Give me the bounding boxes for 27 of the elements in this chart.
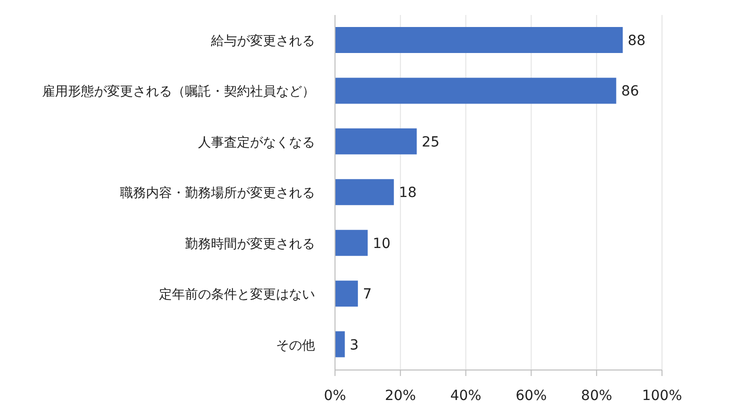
data-label: 3 [350, 337, 359, 354]
x-tick-label: 60% [516, 388, 547, 404]
x-tick-label: 100% [642, 388, 682, 404]
y-tick-label: 給与が変更される [210, 32, 315, 49]
x-tick-label: 40% [450, 388, 482, 404]
y-tick-label: 雇用形態が変更される（嘱託・契約社員など） [42, 84, 315, 100]
bar [335, 230, 368, 256]
x-tick-label: 0% [324, 388, 346, 404]
y-tick-label: その他 [276, 338, 315, 354]
bar [335, 128, 417, 154]
bar [335, 179, 394, 206]
data-label: 10 [372, 236, 391, 252]
data-label: 7 [362, 286, 372, 303]
data-label: 25 [422, 134, 440, 150]
y-tick-label: 勤務時間が変更される [185, 236, 315, 252]
x-tick-label: 80% [581, 388, 612, 404]
bar [335, 331, 345, 358]
y-tick-label: 職務内容・勤務場所が変更される [120, 185, 315, 202]
data-label: 86 [621, 84, 640, 100]
bar [335, 78, 616, 104]
x-tick-label: 20% [384, 388, 416, 404]
data-label: 18 [398, 185, 417, 202]
data-label: 88 [628, 32, 646, 49]
bar [335, 27, 623, 53]
y-tick-label: 定年前の条件と変更はない [159, 286, 315, 303]
y-tick-label: 人事査定がなくなる [198, 135, 315, 150]
bar [335, 280, 358, 307]
